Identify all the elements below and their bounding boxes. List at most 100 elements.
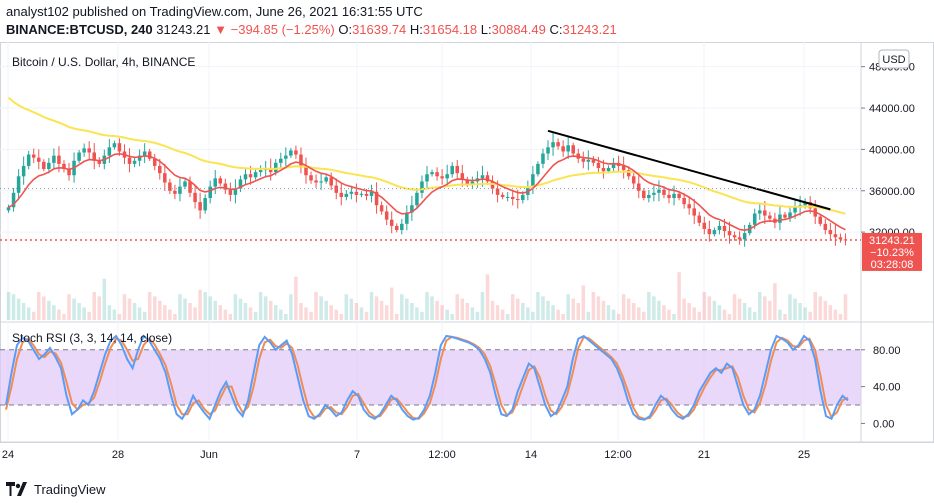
candle xyxy=(591,159,596,163)
candle xyxy=(515,199,520,201)
volume-bar xyxy=(616,314,621,320)
symbol-label[interactable]: BINANCE:BTCUSD, 240 xyxy=(6,22,153,37)
volume-bar xyxy=(460,298,465,320)
volume-bar xyxy=(208,296,212,320)
volume-bar xyxy=(783,314,787,320)
close-label: C: xyxy=(549,22,563,37)
volume-bar xyxy=(374,296,379,320)
candle xyxy=(682,197,686,205)
rsi-tick-label: 0.00 xyxy=(873,418,894,430)
volume-bar xyxy=(485,274,490,320)
stoch-rsi-lines xyxy=(0,334,861,421)
volume-bar xyxy=(647,292,651,320)
volume-bar xyxy=(475,311,480,320)
candle xyxy=(662,189,666,195)
volume-bar xyxy=(263,296,268,320)
volume-bar xyxy=(440,305,444,320)
rsi-d-line xyxy=(5,335,849,420)
candle xyxy=(626,170,631,177)
volume-bar xyxy=(823,300,828,320)
volume-bar xyxy=(329,305,333,320)
volume-bar xyxy=(273,305,278,320)
candle xyxy=(218,178,223,184)
volume-bar xyxy=(253,311,258,320)
time-tick-label: 28 xyxy=(112,449,124,461)
volume-bar xyxy=(82,307,86,320)
candle xyxy=(117,143,122,152)
candle xyxy=(586,159,591,162)
candle xyxy=(92,152,96,161)
candle xyxy=(793,207,797,213)
candle xyxy=(752,213,757,225)
volume-bar xyxy=(778,309,782,320)
volume-bar xyxy=(662,305,666,320)
candle xyxy=(284,155,288,159)
volume-bar xyxy=(289,294,293,320)
candle xyxy=(631,176,636,184)
time-axis[interactable]: 24 28 Jun 7 12:00 14 12:00 21 25 xyxy=(2,449,810,461)
volume-bar xyxy=(218,305,223,320)
volume-bar xyxy=(405,298,409,320)
volume-bar xyxy=(490,300,495,320)
chart-svg[interactable]: 48000.0044000.0040000.0036000.0032000.00… xyxy=(0,42,934,482)
low-label: L: xyxy=(480,22,492,37)
volume-bar xyxy=(732,294,737,320)
volume-bar xyxy=(833,309,838,320)
candle xyxy=(389,219,394,226)
rsi-title: Stoch RSI (3, 3, 14, 14, close) xyxy=(12,331,172,345)
candle xyxy=(652,192,656,195)
volume-bar xyxy=(803,307,807,320)
high-value: 31654.18 xyxy=(422,22,478,37)
candle xyxy=(173,190,177,194)
volume-bar xyxy=(566,294,570,320)
volume-bar xyxy=(410,303,414,320)
volume-bar xyxy=(621,294,626,320)
candle xyxy=(601,168,606,172)
candle xyxy=(52,155,56,163)
volume-bar xyxy=(601,300,606,320)
volume-bar xyxy=(97,296,102,320)
candle xyxy=(213,178,218,187)
volume-bar xyxy=(586,311,591,320)
volume-bar xyxy=(571,298,575,320)
candle xyxy=(672,193,676,198)
volume-bar xyxy=(631,303,636,320)
volume-bar xyxy=(682,298,686,320)
candle xyxy=(193,192,197,203)
footer[interactable]: TradingView xyxy=(6,479,106,499)
volume-bar xyxy=(667,309,671,320)
ma-slow-line xyxy=(7,96,846,215)
candle xyxy=(183,181,187,187)
volume-bar xyxy=(697,311,702,320)
chart-area[interactable]: 48000.0044000.0040000.0036000.0032000.00… xyxy=(0,42,934,482)
volume-bar xyxy=(228,314,233,320)
volume-bar xyxy=(581,285,586,320)
volume-bar xyxy=(591,292,596,320)
volume-bar xyxy=(137,307,142,320)
volume-bar xyxy=(450,314,454,320)
volume-bar xyxy=(415,307,419,320)
rsi-k-line xyxy=(5,334,849,421)
volume-bar xyxy=(26,307,31,320)
candle xyxy=(808,202,812,209)
volume-bar xyxy=(536,292,540,320)
volume-bars xyxy=(6,272,848,320)
currency-button[interactable]: USD xyxy=(878,49,910,69)
candle xyxy=(420,181,424,193)
volume-bar xyxy=(112,309,117,320)
volume-bar xyxy=(546,300,550,320)
candle xyxy=(203,197,207,211)
volume-bar xyxy=(551,305,555,320)
volume-bar xyxy=(294,276,298,320)
pane-title: Bitcoin / U.S. Dollar, 4h, BINANCE xyxy=(12,55,195,69)
candle xyxy=(621,165,626,171)
volume-bar xyxy=(707,296,712,320)
candle xyxy=(188,181,192,193)
volume-bar xyxy=(122,294,127,320)
volume-bar xyxy=(561,314,565,320)
candle xyxy=(77,152,81,161)
candle xyxy=(47,162,51,170)
volume-bar xyxy=(521,303,525,320)
volume-bar xyxy=(747,307,752,320)
